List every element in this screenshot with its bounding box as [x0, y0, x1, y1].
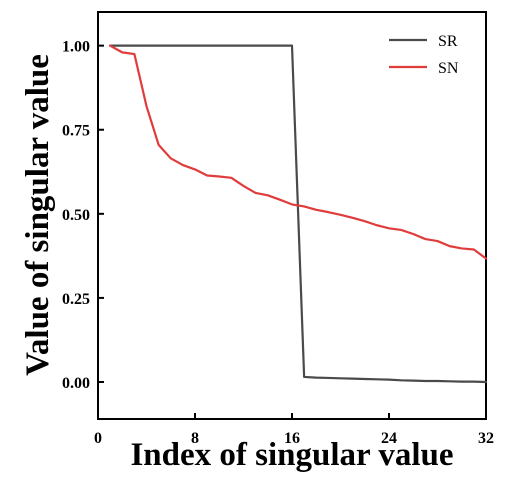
y-axis-title: Value of singular value: [20, 54, 56, 376]
x-ticks: 0 8 16 24 32: [94, 413, 494, 447]
x-tick-label: 32: [478, 430, 494, 447]
x-tick-label: 8: [191, 430, 199, 447]
y-tick-label: 0.25: [62, 291, 90, 308]
legend-label-sn: SN: [438, 60, 459, 77]
y-ticks: 0.00 0.25 0.50 0.75 1.00: [62, 39, 104, 392]
y-tick-label: 1.00: [62, 39, 90, 56]
y-tick-label: 0.50: [62, 207, 90, 224]
legend-label-sr: SR: [438, 33, 458, 50]
x-tick-label: 16: [284, 430, 300, 447]
x-tick-label: 0: [94, 430, 102, 447]
y-tick-label: 0.75: [62, 123, 90, 140]
x-axis-title: Index of singular value: [130, 437, 453, 473]
series-line-sn: [109, 44, 488, 260]
x-tick-label: 24: [381, 430, 397, 447]
series-line-sr: [109, 44, 488, 384]
legend: SR SN: [389, 33, 459, 77]
series-layer: [109, 44, 488, 384]
y-tick-label: 0.00: [62, 375, 90, 392]
